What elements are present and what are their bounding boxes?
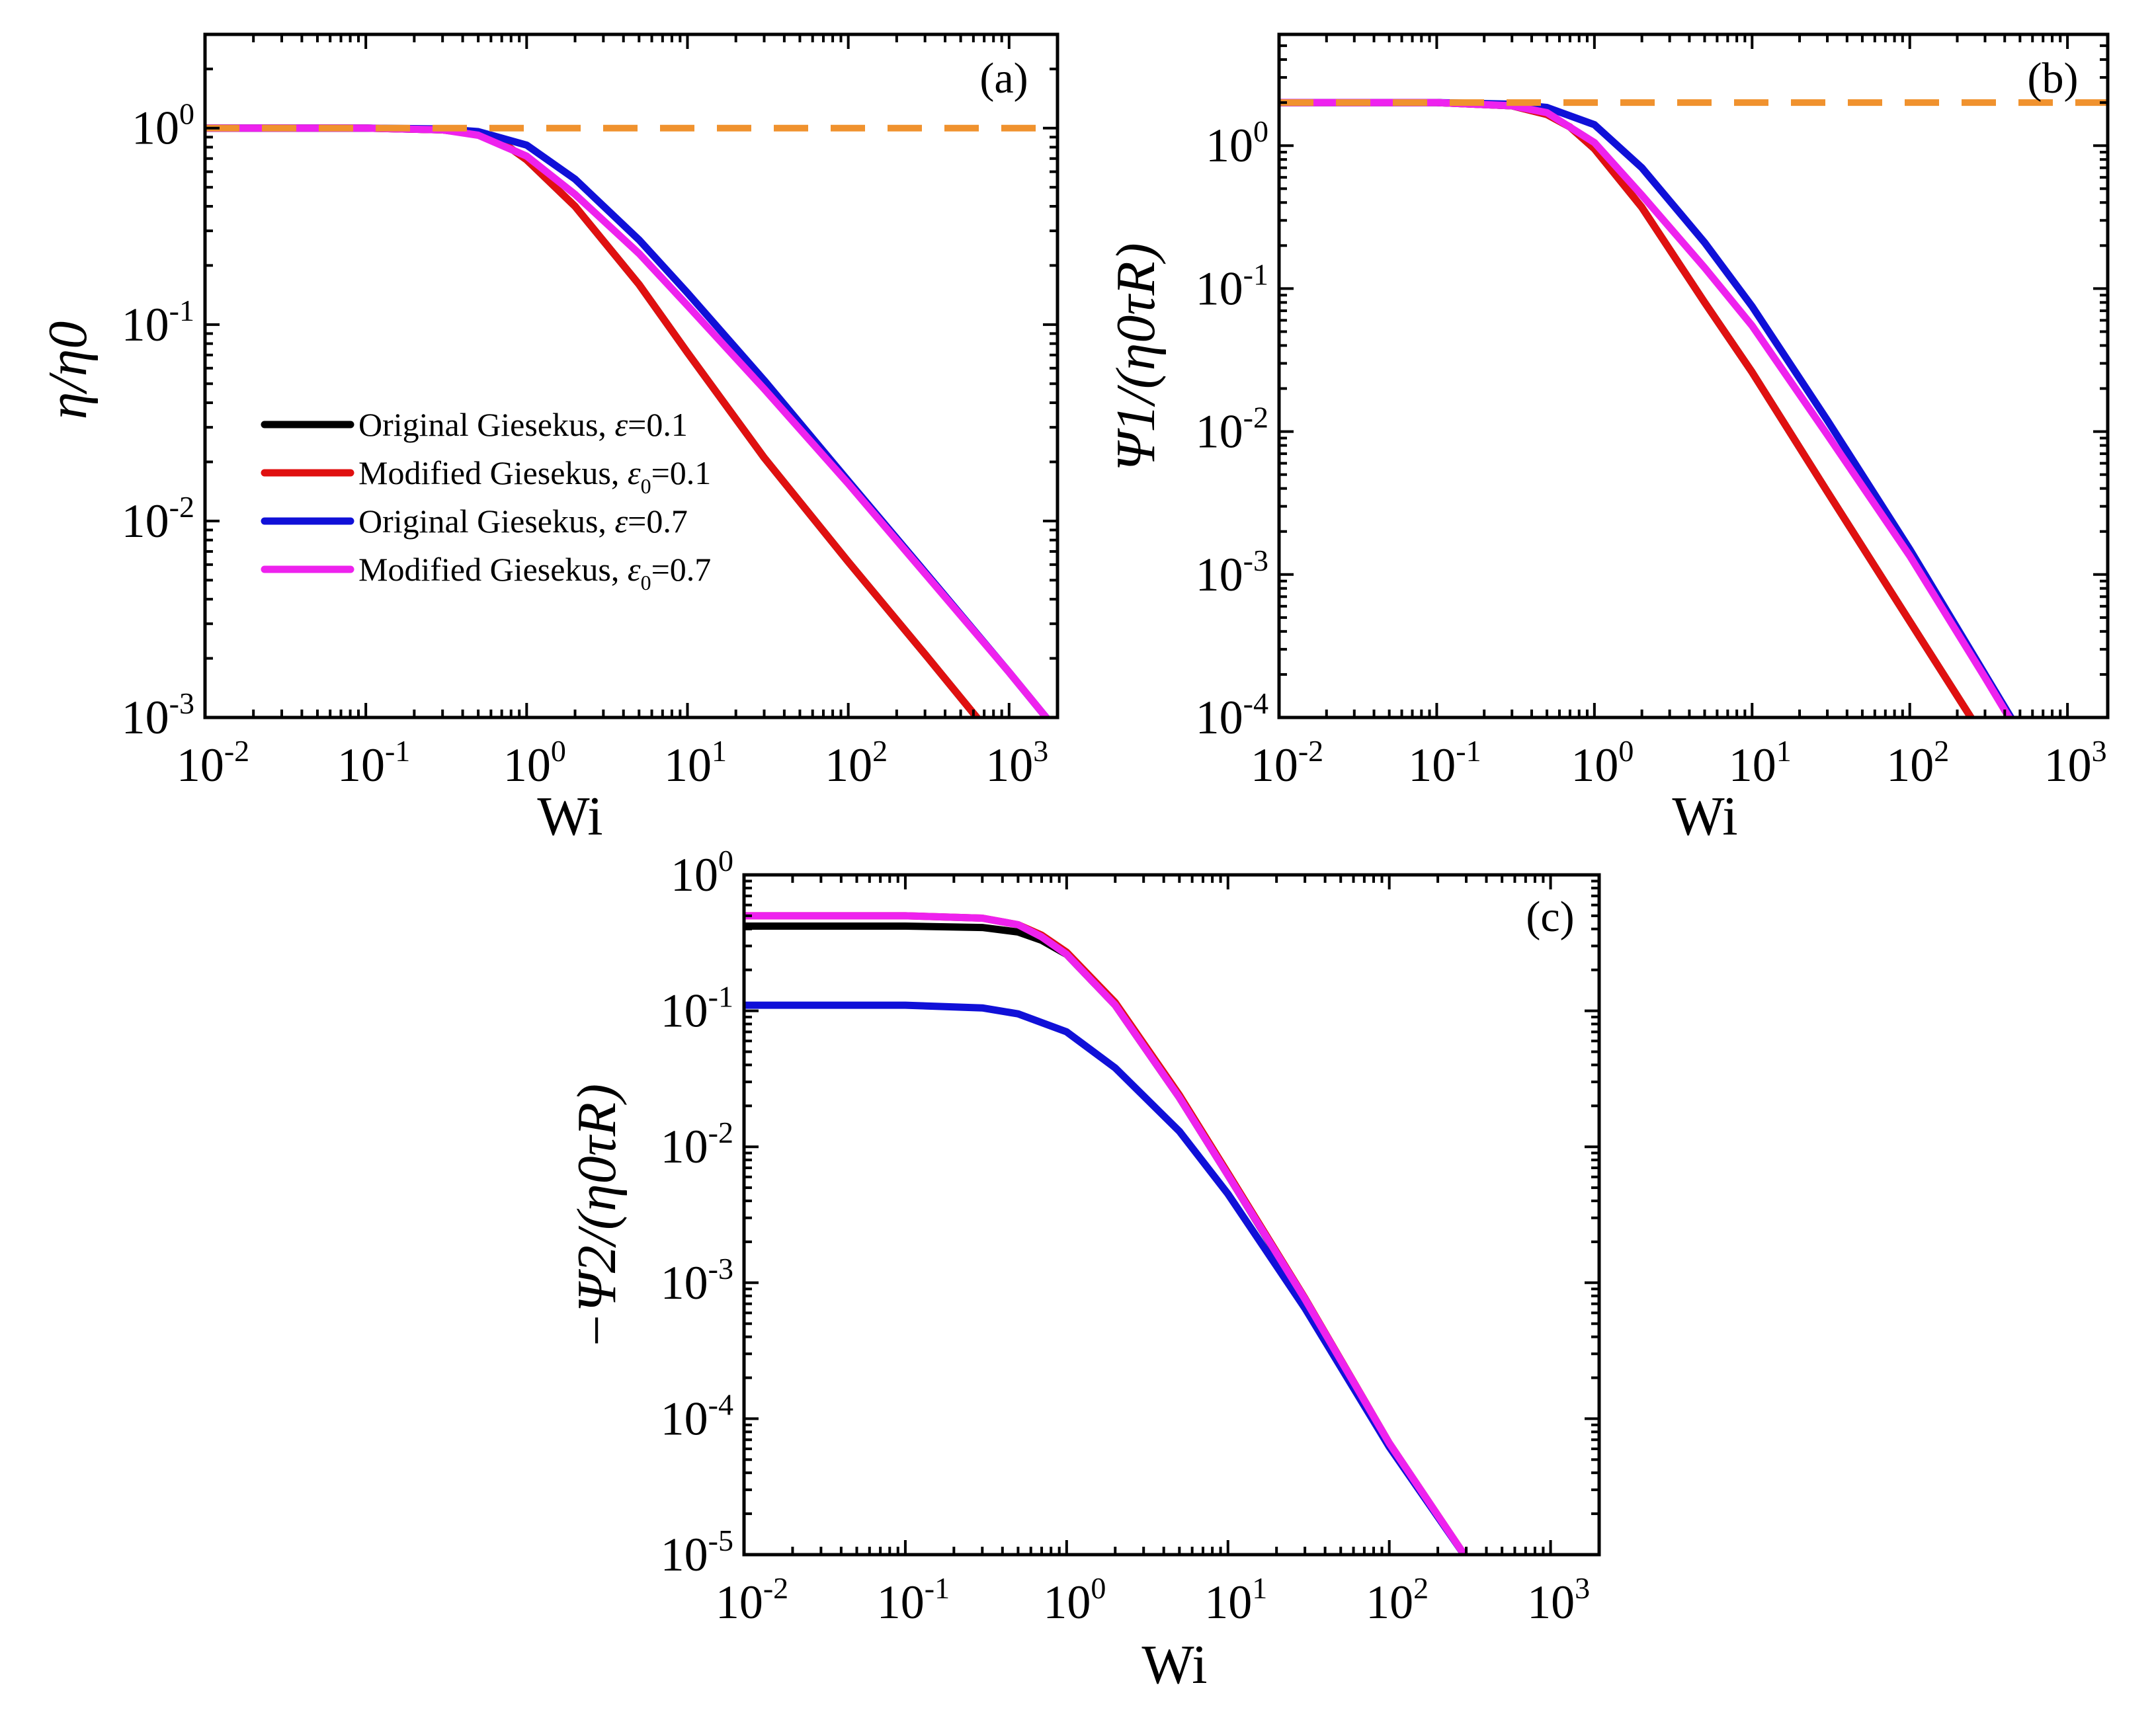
y-tick-label: 100 (671, 844, 733, 901)
panel-c-curves (744, 912, 1469, 1555)
series-line-4 (744, 912, 1469, 1555)
panel-b-ylabel: Ψ1/(η0τR) (1105, 243, 1167, 471)
panel-a-xlabel: Wi (537, 786, 602, 847)
panel-b-ticks (1278, 33, 2108, 719)
x-tick-label: 103 (985, 734, 1048, 792)
y-tick-label: 10-3 (1196, 544, 1268, 601)
y-tick-label: 10-5 (661, 1524, 733, 1581)
panel-a-frame (203, 32, 1059, 719)
panel-c-psi2: 10-2 10-1 100 101 102 103 10-5 10-4 10-3 10-2 10-1… (566, 844, 1601, 1696)
y-tick-label: 10-3 (122, 686, 194, 744)
panel-b-psi1: 10-2 10-1 100 101 102 10310-410-310-210-1100 … (1105, 32, 2110, 847)
panel-a-ylabel: η/η0 (37, 321, 99, 420)
panel-b-tick-labels: 10-2 10-1 100 101 102 103 10-4 10-3 10-2 10-1 100 (1196, 114, 2107, 792)
panel-c-label: (c) (1526, 893, 1574, 941)
panel-b-xlabel: Wi (1672, 786, 1737, 847)
y-tick-label: 10-3 (661, 1252, 733, 1309)
panel-c-frame (742, 873, 1601, 1557)
legend-entry-1: Original Giesekus, ε=0.1 (358, 406, 688, 443)
panel-c-tick-labels: 10-2 10-1 100 101 102 103 10-5 10-4 10-3 10-2 10-1… (661, 844, 1590, 1629)
x-tick-label: 10-1 (337, 734, 410, 792)
series-line-3 (744, 1001, 1469, 1555)
x-tick-label: 100 (1571, 734, 1634, 792)
legend-entry-3: Original Giesekus, ε=0.7 (358, 503, 688, 540)
x-tick-label: 101 (1729, 734, 1792, 792)
panel-c-ylabel: −Ψ2/(η0τR) (566, 1084, 628, 1350)
y-tick-label: 10-1 (122, 294, 194, 351)
y-tick-label: 10-4 (1196, 686, 1268, 744)
x-tick-label: 10-2 (716, 1571, 788, 1629)
panel-b-label: (b) (2028, 54, 2079, 102)
x-tick-label: 100 (503, 734, 566, 792)
legend-entry-2: Modified Giesekus, ε0=0.1 (358, 454, 711, 498)
x-tick-label: 103 (2044, 734, 2107, 792)
x-tick-label: 103 (1527, 1571, 1590, 1629)
panel-a-ticks (204, 33, 1059, 719)
panel-c-ticks (743, 874, 1600, 1556)
y-tick-label: 10-1 (1196, 257, 1268, 315)
x-tick-label: 10-1 (877, 1571, 950, 1629)
x-tick-label: 102 (825, 734, 888, 792)
x-tick-label: 101 (1204, 1571, 1267, 1629)
x-tick-label: 10-1 (1408, 734, 1481, 792)
x-tick-label: 101 (664, 734, 727, 792)
y-tick-label: 10-2 (661, 1116, 733, 1173)
y-tick-label: 10-2 (122, 490, 194, 548)
y-tick-label: 10-4 (661, 1387, 733, 1445)
panel-a-label: (a) (979, 54, 1028, 102)
panel-b-frame (1277, 32, 2110, 719)
x-tick-label: 102 (1886, 734, 1949, 792)
legend-entry-4: Modified Giesekus, ε0=0.7 (358, 551, 711, 594)
panel-c-xlabel: Wi (1141, 1634, 1207, 1696)
panel-a-curves (205, 124, 1057, 717)
x-tick-label: 100 (1043, 1571, 1106, 1629)
x-tick-label: 10-2 (1251, 734, 1323, 792)
panel-b-curves (1279, 99, 2108, 717)
x-tick-label: 10-2 (177, 734, 249, 792)
y-tick-label: 10-2 (1196, 401, 1268, 458)
legend: Original Giesekus, ε=0.1 Modified Gieseku… (261, 406, 711, 594)
y-tick-label: 10-1 (661, 980, 733, 1038)
y-tick-label: 100 (132, 97, 194, 155)
y-tick-label: 100 (1206, 114, 1268, 172)
x-tick-label: 102 (1366, 1571, 1429, 1629)
